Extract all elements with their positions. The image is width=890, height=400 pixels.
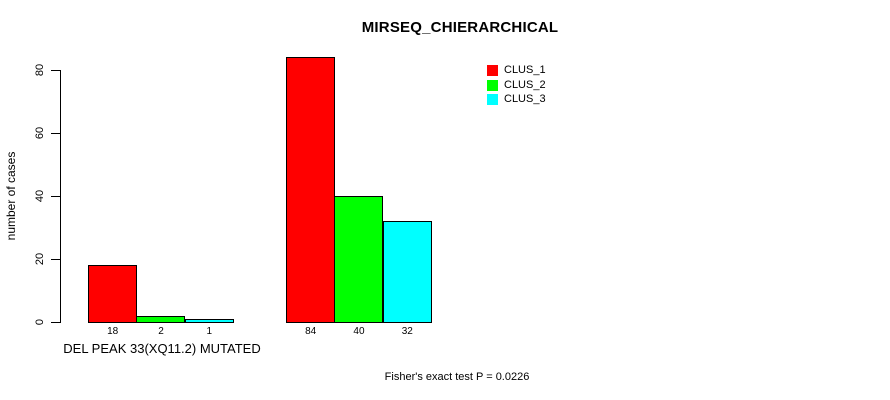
- legend: CLUS_1 CLUS_2 CLUS_3: [487, 65, 546, 106]
- legend-item-clus_2: CLUS_2: [487, 78, 546, 92]
- bar-value-label: 40: [353, 326, 365, 337]
- y-tick-label: 60: [34, 126, 46, 140]
- y-tick-mark: [51, 70, 60, 71]
- bar-clus_1-group2: [286, 57, 335, 323]
- chart-title: MIRSEQ_CHIERARCHICAL: [361, 19, 559, 36]
- legend-label: CLUS_2: [504, 78, 546, 91]
- legend-swatch-icon: [487, 94, 498, 106]
- legend-label: CLUS_3: [504, 93, 546, 106]
- y-tick-mark: [51, 133, 60, 134]
- y-axis-label: number of cases: [4, 151, 18, 241]
- y-tick-label: 0: [34, 318, 46, 326]
- annotation-text: Fisher's exact test P = 0.0226: [384, 371, 530, 383]
- legend-label: CLUS_1: [504, 64, 546, 77]
- legend-swatch-icon: [487, 79, 498, 91]
- bar-value-label: 32: [401, 326, 413, 337]
- bar-value-label: 2: [158, 326, 164, 337]
- y-tick-label: 20: [34, 252, 46, 266]
- y-tick-mark: [51, 259, 60, 260]
- bar-value-label: 84: [305, 326, 317, 337]
- x-axis-group-label: DEL PEAK 33(XQ11.2) MUTATED: [63, 341, 261, 356]
- legend-swatch-icon: [487, 65, 498, 77]
- legend-item-clus_3: CLUS_3: [487, 94, 546, 106]
- legend-item-clus_1: CLUS_1: [487, 65, 546, 77]
- bar-clus_2-group2: [334, 196, 383, 323]
- y-axis-line: [60, 70, 61, 323]
- y-tick-mark: [51, 196, 60, 197]
- bar-clus_1-group1: [88, 265, 137, 323]
- y-tick-label: 40: [34, 189, 46, 203]
- y-tick-mark: [51, 322, 60, 323]
- bar-clus_3-group2: [383, 221, 432, 323]
- bar-value-label: 1: [206, 326, 213, 337]
- bar-clus_2-group1: [136, 316, 185, 323]
- bar-value-label: 18: [107, 326, 119, 337]
- y-tick-label: 80: [34, 63, 46, 77]
- bar-clus_3-group1: [185, 319, 234, 323]
